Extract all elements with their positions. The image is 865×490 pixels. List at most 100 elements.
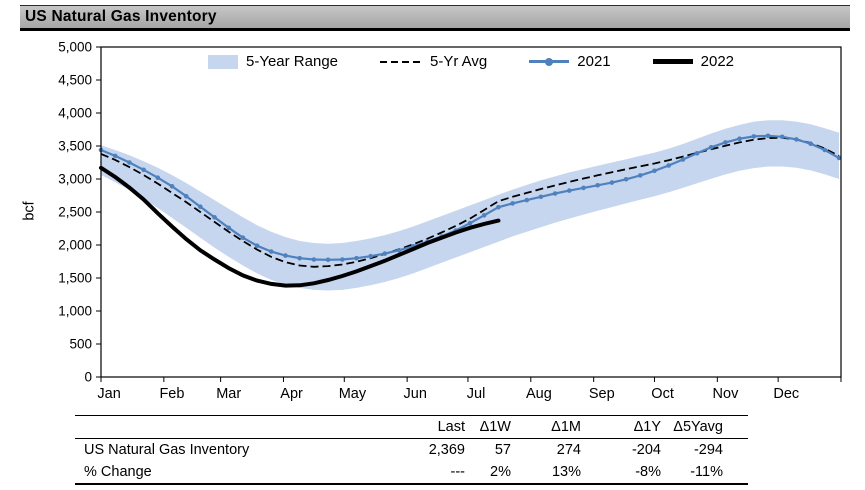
marker-2021 [595,183,600,188]
marker-2021 [112,153,118,159]
marker-2021 [623,177,629,182]
cell-last: 2,369 [428,442,465,458]
y-tick-label: 1,000 [58,304,92,319]
marker-2021 [169,184,175,189]
marker-2021 [694,151,700,156]
x-tick-label: Mar [216,386,241,402]
y-tick-label: 5,000 [58,40,92,55]
x-tick-label: Aug [526,386,552,402]
table-row-pct-change: % Change --- 2% 13% -8% -11% [75,461,748,484]
marker-2021 [765,133,771,139]
marker-2021 [354,255,359,261]
legend-item-range: 5-Year Range [207,53,338,70]
table-header-d1w: Δ1W [479,419,511,435]
legend-item-2021: 2021 [529,53,611,70]
marker-2021 [269,249,274,254]
marker-2021 [723,140,728,145]
legend-item-2022: 2022 [652,53,735,70]
marker-2021 [467,220,473,226]
y-tick-label: 1,500 [58,271,92,286]
marker-2021 [311,257,317,262]
marker-2021 [141,167,146,173]
marker-2021 [552,191,558,196]
table-header-last: Last [437,419,465,435]
table-header-d1m: Δ1M [551,419,581,435]
y-tick-label: 2,000 [58,238,92,253]
marker-2021 [708,145,714,150]
y-tick-label: 4,500 [58,73,92,88]
marker-2021 [794,137,799,142]
stats-table: Last Δ1W Δ1M Δ1Y Δ5Yavg US Natural Gas I… [75,415,748,485]
marker-2021 [127,160,132,165]
cell-d1y: -8% [635,464,661,480]
marker-2021 [808,141,813,146]
thick-line-swatch-icon [652,59,693,64]
table-header-d1y: Δ1Y [633,419,661,435]
page-title: US Natural Gas Inventory [25,8,217,25]
inventory-chart: 0 500 1,000 1,500 2,000 2,500 3,000 3,500 4,000 4… [58,40,842,402]
x-tick-label: Sep [589,386,615,402]
marker-2021 [481,213,487,218]
table-header-row: Last Δ1W Δ1M Δ1Y Δ5Yavg [75,415,748,439]
x-tick-label: Nov [713,386,740,402]
marker-2021 [609,180,615,185]
x-tick-label: Apr [280,386,303,402]
x-tick-label: May [339,386,367,402]
marker-2021 [751,134,757,139]
row-label: % Change [84,464,152,480]
range-swatch-icon [207,54,238,69]
legend-label-2022: 2022 [700,53,735,70]
cell-d5yavg: -11% [690,464,723,480]
marker-2021 [340,257,345,262]
y-axis-title: bcf [21,201,38,221]
title-bar: US Natural Gas Inventory [20,5,850,31]
row-label: US Natural Gas Inventory [84,442,250,458]
marker-2021 [155,175,161,180]
marker-2021 [382,251,388,256]
marker-2021 [652,168,657,174]
marker-2021 [567,188,572,193]
marker-2021 [779,134,785,140]
line-2022 [99,165,501,288]
marker-2021 [240,235,246,240]
x-tick-label: Jan [97,386,120,402]
x-tick-label: Oct [651,386,674,402]
marker-2021 [198,204,203,209]
line-marker-swatch-icon [529,57,570,66]
y-tick-label: 500 [69,337,92,352]
legend-2021-marker-dot [545,57,554,66]
marker-2021 [836,155,842,161]
marker-2021 [524,197,530,203]
x-tick-label: Jun [404,386,427,402]
legend-label-2021: 2021 [577,53,611,70]
marker-2021 [666,163,671,168]
y-tick-label: 0 [84,370,92,385]
cell-d5yavg: -294 [693,442,723,458]
table-row-inventory: US Natural Gas Inventory 2,369 57 274 -2… [75,439,748,462]
marker-2021 [396,248,402,253]
table-header-d5yavg: Δ5Yavg [673,419,723,435]
x-tick-label: Feb [159,386,184,402]
cell-d1m: 13% [551,464,581,480]
cell-d1y: -204 [631,442,661,458]
table-header-empty [75,416,387,439]
chart-area: bcf 0 500 1,000 1,500 2,000 2,500 3,000 3,500 4,… [0,35,865,407]
cell-last: --- [450,464,466,480]
y-tick-label: 2,500 [58,205,92,220]
marker-2021 [226,225,231,231]
cell-d1w: 2% [490,464,511,480]
dashed-line-swatch-icon [380,60,422,63]
marker-2021 [212,215,217,220]
marker-2021 [368,253,373,259]
y-tick-label: 3,000 [58,172,92,187]
cell-d1w: 57 [494,442,511,458]
x-tick-label: Jul [467,386,486,402]
legend-label-range: 5-Year Range [245,53,338,70]
five-yr-avg-line [100,136,840,268]
legend-item-avg: 5-Yr Avg [380,53,487,70]
marker-2021 [510,201,515,206]
marker-2021 [737,136,742,141]
marker-2021 [822,147,828,153]
marker-2021 [638,173,643,178]
